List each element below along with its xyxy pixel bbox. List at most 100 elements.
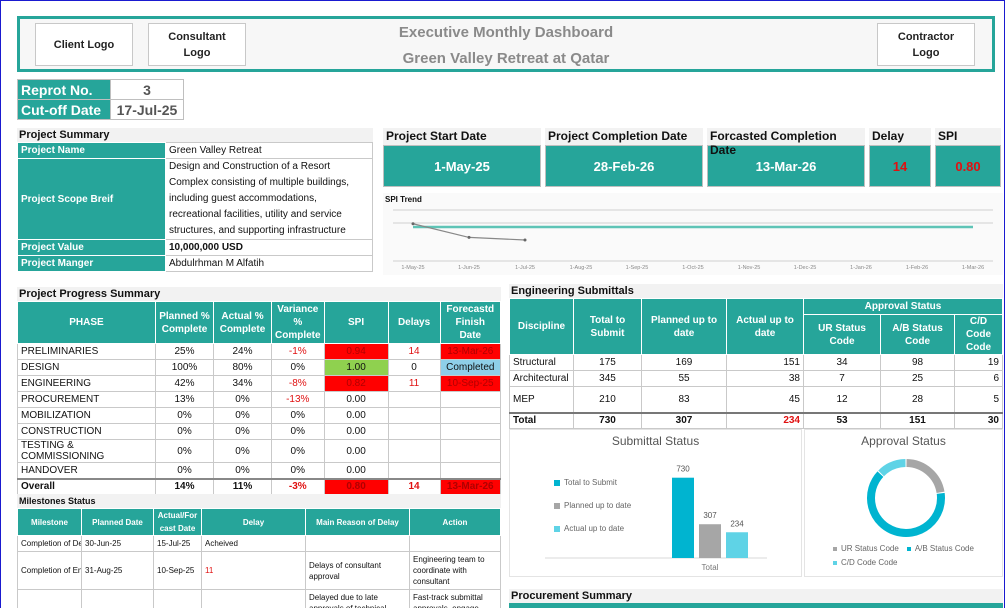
ab-cell: 151 (880, 412, 955, 429)
col-finish: Forecastd Finish Date (439, 301, 502, 344)
variance-cell: -8% (271, 375, 325, 392)
delay-cell: 11 (201, 551, 306, 590)
variance-cell: 0% (271, 423, 325, 440)
delay-cell: 14 (201, 589, 306, 608)
discipline-cell: Architectural (509, 370, 574, 387)
planned-cell: 307 (641, 412, 727, 429)
x-tick-label: 1-Mar-26 (962, 265, 984, 271)
planned-cell: 25% (155, 343, 214, 360)
delay-cell: Acheived (201, 535, 306, 552)
planned-cell: 13% (155, 391, 214, 408)
col-ur: UR Status Code (803, 314, 881, 355)
actual-cell: 10-Sep-25 (153, 551, 202, 590)
actual-cell: 45 (726, 386, 804, 413)
actual-cell: 0% (213, 439, 272, 463)
col-actual: Actual % Complete (213, 301, 272, 344)
finish-cell: Completed (439, 359, 502, 376)
procurement-header-row (509, 603, 1003, 608)
bar-category-label: Total (702, 563, 719, 572)
col-planned: Planned % Complete (155, 301, 214, 344)
actual-cell: 151 (726, 354, 804, 371)
legend-swatch (833, 560, 837, 565)
submittal-row: Architectural 345 55 38 7 25 6 (509, 370, 1003, 387)
variance-cell: 0% (271, 359, 325, 376)
actual-cell: 11% (213, 478, 272, 495)
col-variance: Variance % Complete (271, 301, 325, 344)
spi-cell: 0.94 (323, 343, 389, 360)
x-tick-label: 1-Jul-25 (515, 265, 535, 271)
phase-cell: MOBILIZATION (17, 407, 156, 424)
legend-swatch (554, 502, 560, 509)
delays-cell: 11 (387, 375, 441, 392)
planned-cell: 83 (641, 386, 727, 413)
legend-swatch (906, 546, 911, 551)
submittals-title: Engineering Submittals (509, 284, 1003, 298)
report-no-label: Reprot No. (17, 79, 111, 100)
action-cell: Fast-track submittal approvals, engage m… (409, 589, 501, 608)
phase-cell: PRELIMINARIES (17, 343, 156, 360)
actual-cell: 80% (213, 359, 272, 376)
submittal-total-row: Total 730 307 234 53 151 30 (509, 412, 1003, 429)
bar-data-label: 234 (730, 519, 744, 528)
ur-cell: 7 (803, 370, 881, 387)
spi-cell: 0.80 (323, 478, 389, 495)
cutoff-label: Cut-off Date (17, 99, 111, 120)
ab-cell: 25 (880, 370, 955, 387)
ur-cell: 34 (803, 354, 881, 371)
discipline-cell: Total (509, 412, 574, 429)
project-name-label: Project Name (17, 142, 166, 159)
ab-cell: 98 (880, 354, 955, 371)
finish-cell (439, 391, 502, 408)
milestones-title: Milestones Status (17, 494, 501, 508)
planned-cell: 0% (155, 439, 214, 463)
legend-item-actual: Actual up to date (554, 524, 631, 533)
procurement-summary: Procurement Summary (509, 589, 1003, 608)
spi-cell: 0.00 (323, 407, 389, 424)
col-planned-date: Planned Date (81, 508, 154, 536)
bar-data-label: 730 (676, 465, 690, 474)
col-action: Action (409, 508, 501, 536)
legend-item-ur: UR Status Code (833, 544, 899, 553)
finish-cell (439, 462, 502, 479)
finish-cell (439, 423, 502, 440)
milestone-cell: Completion of Pro (17, 589, 82, 608)
donut-slice-0 (906, 459, 945, 494)
reason-cell (305, 535, 410, 552)
project-summary-title: Project Summary (17, 128, 373, 142)
page-title: Executive Monthly Dashboard (398, 24, 614, 41)
procurement-title: Procurement Summary (509, 589, 1003, 603)
actual-cell: 0% (213, 391, 272, 408)
spi-cell: 0.00 (323, 439, 389, 463)
x-tick-label: 1-Feb-26 (906, 265, 928, 271)
approval-status-header: Approval Status (803, 298, 1003, 315)
ab-cell: 28 (880, 386, 955, 413)
total-cell: 730 (573, 412, 642, 429)
spi-cell: 0.00 (323, 423, 389, 440)
project-scope-value: Design and Construction of a Resort Comp… (165, 158, 373, 240)
submittal-legend: Total to Submit Planned up to date Actua… (554, 478, 631, 533)
project-summary: Project Summary Project Name Green Valley… (17, 128, 373, 272)
progress-row: MOBILIZATION 0% 0% 0% 0.00 (17, 407, 502, 424)
project-manager-value: Abdulrhman M Alfatih (165, 255, 373, 272)
cd-cell: 5 (954, 386, 1003, 413)
project-manager-label: Project Manger (17, 255, 166, 272)
phase-cell: PROCUREMENT (17, 391, 156, 408)
spi-cell: 0.82 (323, 375, 389, 392)
bar-data-label: 307 (703, 511, 717, 520)
planned-cell: 31-Aug-25 (81, 551, 154, 590)
reason-cell: Delayed due to late approvals of technic… (305, 589, 410, 608)
kpi-row: Project Start Date 1-May-25 Project Comp… (383, 128, 1003, 188)
x-tick-label: 1-May-25 (401, 265, 424, 271)
legend-item-total: Total to Submit (554, 478, 631, 487)
planned-cell: 0% (155, 462, 214, 479)
approval-status-chart: Approval Status UR Status Code A/B Statu… (804, 429, 1003, 577)
bar-2 (726, 532, 748, 558)
actual-cell: 24% (213, 343, 272, 360)
approval-donut-plot (867, 459, 945, 537)
kpi-delay: Delay 14 (869, 128, 931, 187)
actual-cell: 0% (213, 423, 272, 440)
total-cell: 345 (573, 370, 642, 387)
progress-summary: Project Progress Summary PHASE Planned %… (17, 287, 502, 495)
progress-summary-title: Project Progress Summary (17, 287, 501, 301)
spi-trend-plot: 1-May-25 1-Jun-25 1-Jul-25 1-Aug-25 1-Sep-25… (393, 209, 993, 271)
